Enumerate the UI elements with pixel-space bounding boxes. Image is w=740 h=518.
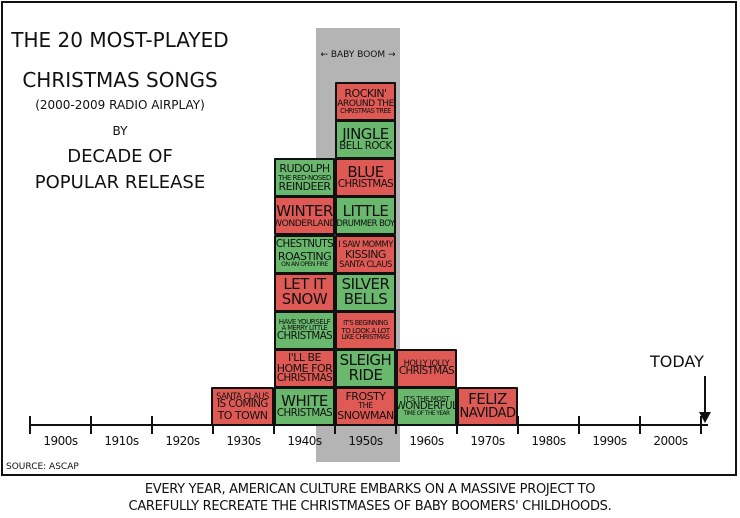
- decade-label: 1950s: [348, 434, 383, 448]
- song-title-line: REINDEER: [278, 180, 331, 194]
- timeline-axis: [30, 424, 708, 426]
- song-title-line: IT'S BEGINNING: [343, 319, 388, 328]
- song-title-line: RUDOLPH: [279, 162, 330, 176]
- song-title-line: KISSING: [345, 247, 386, 261]
- song-title-line: BLUE: [347, 163, 384, 182]
- title-line: (2000-2009 RADIO AIRPLAY): [35, 98, 205, 112]
- song-title-line: WONDERLAND: [274, 217, 335, 229]
- title-line: DECADE OF: [67, 146, 173, 167]
- song-block: FROSTY THE SNOWMAN: [335, 386, 396, 426]
- decade-label: 1930s: [226, 434, 261, 448]
- decade-label: 1960s: [409, 434, 444, 448]
- song-title-line: AROUND THE: [337, 98, 394, 110]
- song-block: JINGLE BELL ROCK: [335, 120, 396, 160]
- decade-label: 1970s: [470, 434, 505, 448]
- song-title-line: HAVE YOURSELF: [278, 317, 331, 327]
- today-arrow-icon: [699, 412, 711, 423]
- song-title-line: BELLS: [343, 290, 388, 309]
- title-line: BY: [112, 124, 128, 138]
- song-title-line: CHRISTMAS: [276, 330, 333, 342]
- caption-line-1: EVERY YEAR, AMERICAN CULTURE EMBARKS ON …: [144, 482, 596, 497]
- song-title-line: I SAW MOMMY: [338, 239, 393, 250]
- song-title-line: CHRISTMAS: [337, 179, 394, 191]
- song-title-line: CHRISTMAS: [276, 373, 333, 385]
- song-title-line: ROCKIN': [344, 87, 387, 101]
- song-title-line: SANTA CLAUS: [216, 390, 269, 401]
- song-title-line: DRUMMER BOY: [336, 218, 395, 229]
- source-note: SOURCE: ASCAP: [6, 462, 79, 472]
- song-block: SANTA CLAUS IS COMING TO TOWN: [211, 386, 274, 426]
- song-block: BLUE CHRISTMAS: [335, 158, 396, 198]
- decade-label: 1900s: [43, 434, 78, 448]
- song-title-line: SNOWMAN: [337, 409, 394, 423]
- comic-panel: [1, 1, 737, 476]
- song-title-line: THE RED-NOSED: [278, 173, 331, 183]
- song-block: HAVE YOURSELF A MERRY LITTLE CHRISTMAS: [274, 310, 335, 350]
- title-line: THE 20 MOST-PLAYED: [11, 28, 229, 52]
- song-title-line: WHITE: [281, 391, 328, 410]
- song-block: IT'S THE MOST WONDERFUL TIME OF THE YEAR: [396, 386, 457, 426]
- baby-boom-label: ← BABY BOOM →: [320, 50, 396, 60]
- song-title-line: WONDERFUL: [396, 400, 457, 412]
- song-title-line: TIME OF THE YEAR: [403, 411, 450, 418]
- song-title-line: JINGLE: [342, 125, 389, 144]
- song-title-line: NAVIDAD: [459, 406, 516, 422]
- today-label: TODAY: [650, 352, 704, 371]
- song-title-line: TO LOOK A LOT: [341, 325, 390, 335]
- song-block: HOLLY JOLLY CHRISTMAS: [396, 348, 457, 388]
- song-block: ROCKIN' AROUND THE CHRISTMAS TREE: [335, 82, 396, 122]
- song-title-line: CHESTNUTS: [275, 239, 334, 251]
- song-title-line: WINTER: [276, 201, 333, 220]
- decade-label: 2000s: [653, 434, 688, 448]
- title-line: CHRISTMAS SONGS: [22, 68, 218, 92]
- decade-label: 1980s: [531, 434, 566, 448]
- caption-line-2: CAREFULLY RECREATE THE CHRISTMASES OF BA…: [128, 499, 612, 514]
- song-title-line: CHRISTMAS: [276, 407, 333, 419]
- song-title-line: SANTA CLAUS: [339, 258, 392, 269]
- song-title-line: A MERRY LITTLE: [281, 324, 328, 333]
- decade-label: 1920s: [165, 434, 200, 448]
- song-title-line: BELL ROCK: [339, 141, 392, 153]
- song-title-line: LET IT: [283, 275, 326, 294]
- song-block: LITTLE DRUMMER BOY: [335, 196, 396, 236]
- song-title-line: SLEIGH: [339, 351, 392, 370]
- song-title-line: THE: [358, 401, 373, 411]
- song-block: LET IT SNOW: [274, 272, 335, 312]
- song-block: CHESTNUTS ROASTING ON AN OPEN FIRE: [274, 234, 335, 274]
- today-arrow-shaft: [704, 376, 706, 416]
- song-title-line: IT'S THE MOST: [403, 393, 450, 403]
- decade-label: 1940s: [287, 434, 322, 448]
- song-title-line: CHRISTMAS TREE: [340, 107, 391, 116]
- song-title-line: HOME FOR: [276, 362, 333, 376]
- song-title-line: ROASTING: [277, 249, 332, 263]
- song-block: SLEIGH RIDE: [335, 348, 396, 388]
- song-title-line: HOLLY JOLLY: [403, 358, 450, 369]
- decade-label: 1910s: [104, 434, 139, 448]
- song-title-line: TO TOWN: [217, 409, 268, 423]
- song-title-line: FROSTY: [345, 390, 386, 404]
- song-title-line: SILVER: [341, 275, 390, 294]
- song-title-line: I'LL BE: [287, 351, 322, 365]
- song-block: I'LL BE HOME FOR CHRISTMAS: [274, 348, 335, 388]
- song-block: SILVER BELLS: [335, 272, 396, 312]
- song-block: WINTER WONDERLAND: [274, 196, 335, 236]
- song-block: I SAW MOMMY KISSING SANTA CLAUS: [335, 234, 396, 274]
- song-block: RUDOLPH THE RED-NOSED REINDEER: [274, 158, 335, 198]
- song-title-line: FELIZ: [468, 390, 507, 409]
- decade-label: 1990s: [592, 434, 627, 448]
- song-title-line: RIDE: [348, 366, 383, 385]
- song-block: WHITE CHRISTMAS: [274, 386, 335, 426]
- song-title-line: CHRISTMAS: [398, 366, 455, 378]
- song-title-line: IS COMING: [217, 399, 268, 411]
- song-title-line: ON AN OPEN FIRE: [281, 260, 328, 268]
- song-block: FELIZ NAVIDAD: [457, 386, 518, 426]
- song-block: IT'S BEGINNING TO LOOK A LOT LIKE CHRISTMA…: [335, 310, 396, 350]
- song-title-line: LITTLE: [342, 202, 389, 221]
- song-title-line: SNOW: [281, 290, 328, 309]
- song-title-line: LIKE CHRISTMAS: [341, 332, 390, 341]
- title-line: POPULAR RELEASE: [34, 172, 206, 193]
